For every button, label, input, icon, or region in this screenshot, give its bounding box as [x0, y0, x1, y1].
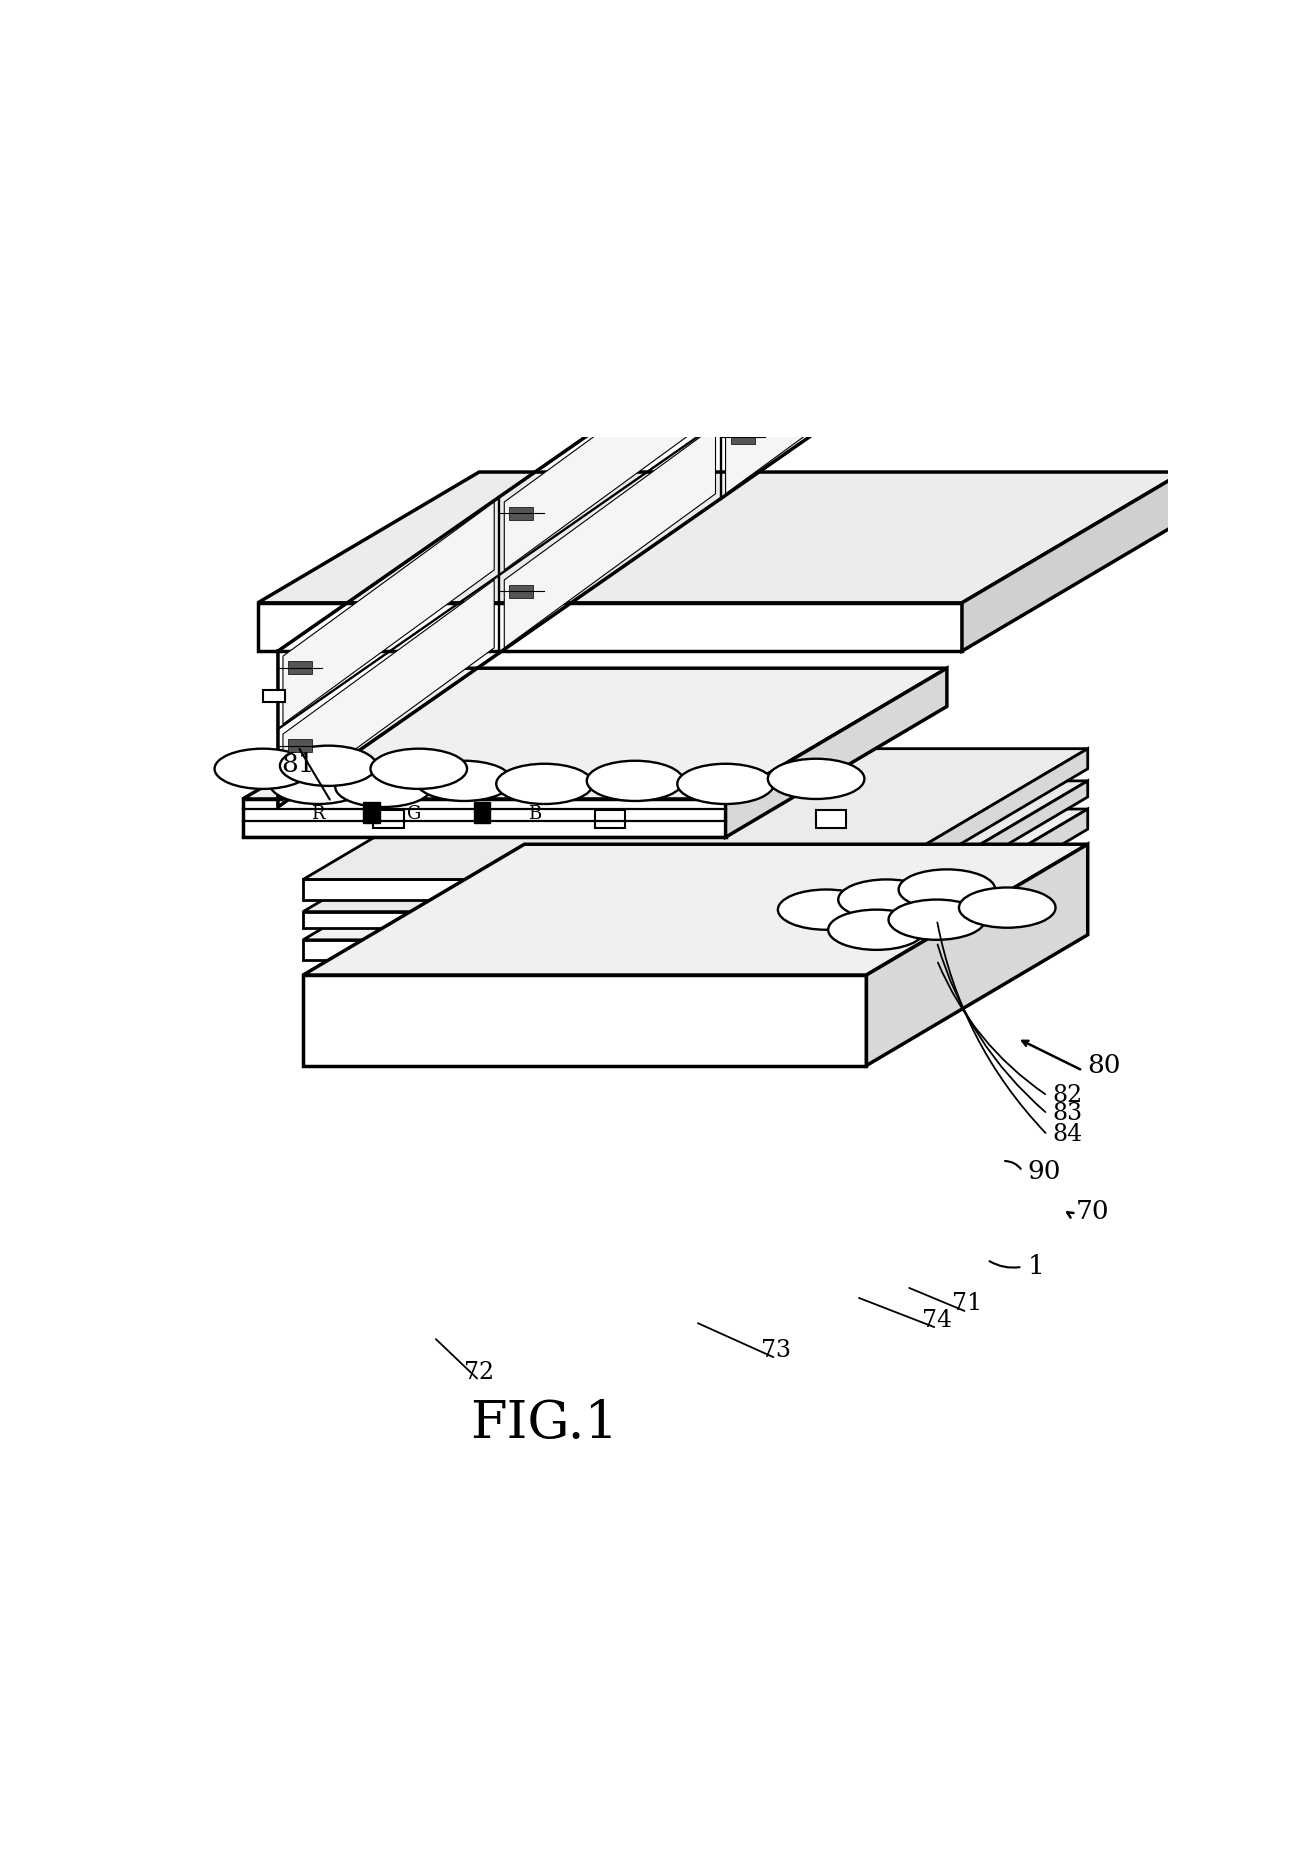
Polygon shape [304, 912, 867, 929]
Polygon shape [258, 473, 1184, 603]
Bar [263, 769, 286, 780]
Polygon shape [304, 975, 867, 1066]
Text: G: G [406, 806, 421, 823]
Text: 70: 70 [1076, 1198, 1110, 1225]
Text: 81: 81 [282, 752, 315, 776]
Bar [731, 432, 754, 443]
Ellipse shape [959, 888, 1055, 929]
Polygon shape [726, 272, 937, 493]
Polygon shape [304, 810, 1088, 940]
Ellipse shape [898, 869, 996, 910]
Polygon shape [243, 798, 726, 837]
Ellipse shape [768, 759, 864, 798]
Polygon shape [726, 668, 948, 837]
Bar [288, 661, 312, 674]
Polygon shape [304, 748, 1088, 880]
Ellipse shape [370, 748, 467, 789]
Polygon shape [867, 748, 1088, 899]
Bar [374, 810, 404, 828]
Bar [816, 810, 846, 828]
Ellipse shape [587, 761, 683, 800]
Bar [263, 690, 286, 702]
Text: 71: 71 [951, 1292, 983, 1316]
Text: 74: 74 [922, 1308, 951, 1332]
Polygon shape [504, 348, 715, 569]
Ellipse shape [839, 880, 935, 919]
Ellipse shape [214, 748, 312, 789]
Text: 73: 73 [761, 1338, 790, 1362]
Polygon shape [258, 603, 962, 651]
Ellipse shape [678, 763, 774, 804]
Polygon shape [867, 845, 1088, 1066]
Bar [509, 506, 533, 519]
Text: 82: 82 [1053, 1085, 1083, 1107]
Ellipse shape [270, 763, 366, 804]
Ellipse shape [828, 910, 924, 949]
Polygon shape [726, 194, 937, 415]
Bar [509, 584, 533, 597]
Ellipse shape [415, 761, 513, 800]
Text: FIG.1: FIG.1 [470, 1398, 619, 1448]
Polygon shape [243, 668, 948, 798]
Polygon shape [304, 782, 1088, 912]
Text: 84: 84 [1053, 1124, 1083, 1146]
Text: B: B [528, 806, 541, 823]
Ellipse shape [335, 767, 432, 808]
Text: 72: 72 [465, 1360, 495, 1385]
Polygon shape [304, 880, 867, 899]
Text: 1: 1 [1028, 1254, 1044, 1279]
Bar [288, 739, 312, 752]
Polygon shape [504, 426, 715, 648]
Text: 90: 90 [1028, 1159, 1060, 1184]
Text: R: R [312, 806, 324, 823]
Ellipse shape [889, 899, 985, 940]
Polygon shape [867, 810, 1088, 960]
Ellipse shape [280, 746, 376, 785]
Polygon shape [304, 845, 1088, 975]
Text: 80: 80 [1088, 1053, 1121, 1078]
Text: 83: 83 [1053, 1102, 1083, 1126]
Bar [594, 810, 626, 828]
Bar [474, 802, 491, 823]
Ellipse shape [778, 890, 875, 930]
Polygon shape [304, 940, 867, 960]
Bar [363, 802, 379, 823]
Ellipse shape [496, 763, 593, 804]
Polygon shape [962, 473, 1184, 651]
Polygon shape [867, 782, 1088, 929]
Bar [731, 354, 754, 367]
Polygon shape [283, 581, 495, 802]
Polygon shape [283, 502, 495, 724]
